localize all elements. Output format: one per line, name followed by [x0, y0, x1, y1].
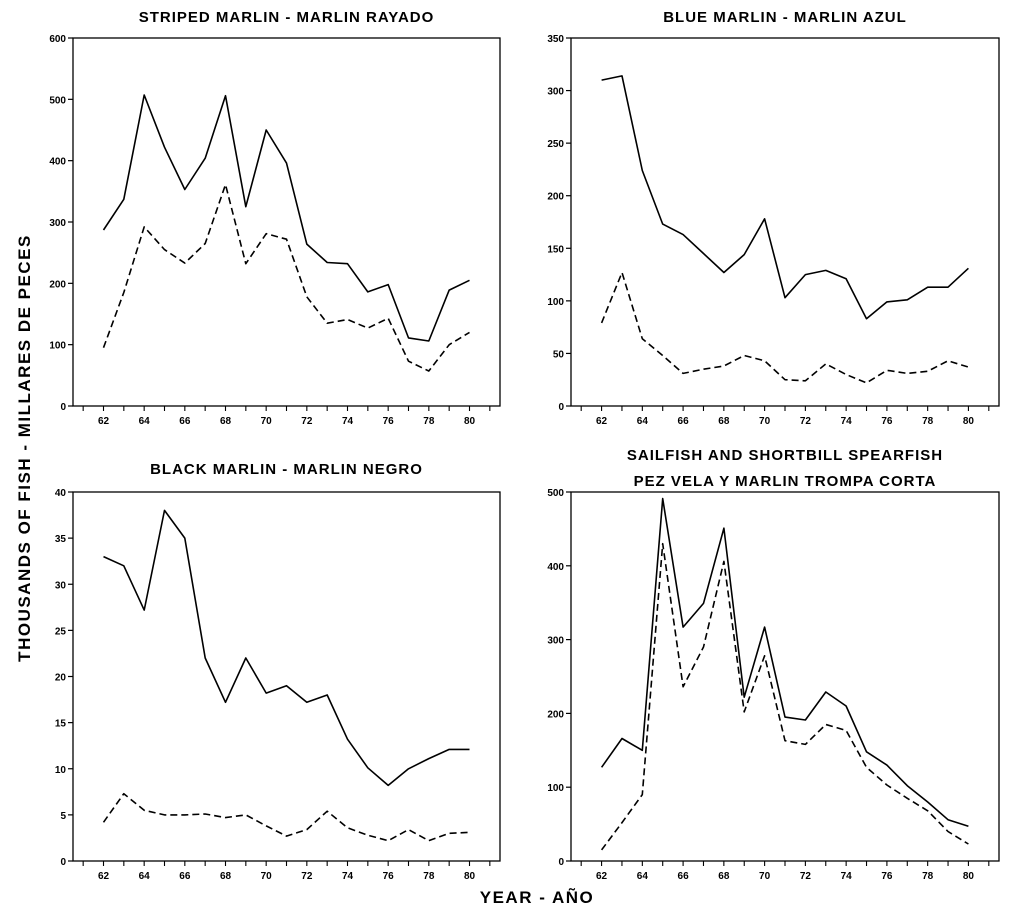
- x-tick-label: 72: [800, 871, 812, 882]
- chart-panel-3: BLACK MARLIN - MARLIN NEGRO 0 5 10 15 20 25 30 3…: [55, 461, 501, 882]
- y-tick-label: 600: [49, 34, 66, 45]
- x-tick-label: 70: [759, 416, 771, 427]
- x-tick-label: 76: [881, 871, 893, 882]
- series-line-solid: [103, 509, 470, 787]
- x-tick-label: 76: [383, 871, 395, 882]
- x-tick-label: 62: [98, 871, 110, 882]
- y-axis-label: THOUSANDS OF FISH - MILLARES DE PECES: [15, 234, 34, 662]
- x-tick-label: 72: [301, 871, 313, 882]
- y-tick-label: 250: [547, 139, 564, 150]
- x-tick-label: 78: [922, 871, 934, 882]
- plot-frame: [72, 491, 501, 862]
- x-tick-label: 76: [881, 416, 893, 427]
- y-tick-label: 500: [49, 95, 66, 106]
- x-tick-label: 68: [718, 871, 730, 882]
- x-tick-label: 64: [637, 416, 649, 427]
- chart-title: BLUE MARLIN - MARLIN AZUL: [663, 9, 907, 26]
- y-tick-label: 200: [49, 279, 66, 290]
- x-tick-label: 70: [261, 416, 273, 427]
- series-line-solid: [600, 497, 969, 828]
- y-tick-label: 30: [55, 580, 67, 591]
- x-tick-label: 62: [596, 416, 608, 427]
- y-tick-label: 100: [547, 783, 564, 794]
- x-tick-label: 80: [464, 871, 476, 882]
- x-tick-label: 66: [678, 416, 690, 427]
- x-tick-label: 76: [383, 416, 395, 427]
- x-tick-label: 64: [139, 871, 151, 882]
- y-tick-label: 400: [49, 157, 66, 168]
- x-tick-label: 80: [963, 416, 975, 427]
- y-tick-label: 40: [55, 488, 67, 499]
- x-tick-label: 70: [261, 871, 273, 882]
- y-tick-label: 0: [60, 402, 66, 413]
- y-tick-label: 0: [60, 857, 66, 868]
- y-tick-label: 25: [55, 626, 67, 637]
- x-tick-label: 66: [179, 871, 191, 882]
- x-tick-label: 80: [464, 416, 476, 427]
- x-tick-label: 64: [139, 416, 151, 427]
- plot-frame: [72, 37, 501, 407]
- x-tick-label: 80: [963, 871, 975, 882]
- y-tick-label: 20: [55, 673, 67, 684]
- x-tick-label: 74: [841, 416, 853, 427]
- x-tick-label: 64: [637, 871, 649, 882]
- y-tick-label: 15: [55, 719, 67, 730]
- x-tick-label: 72: [800, 416, 812, 427]
- series-line-solid: [601, 75, 969, 320]
- series-line-dashed: [102, 183, 470, 372]
- x-tick-label: 74: [841, 871, 853, 882]
- x-axis-label: YEAR - AÑO: [480, 887, 595, 907]
- y-tick-label: 0: [558, 402, 564, 413]
- series-line-dashed: [600, 271, 969, 384]
- y-tick-label: 100: [547, 297, 564, 308]
- x-tick-label: 70: [759, 871, 771, 882]
- y-tick-label: 10: [55, 765, 67, 776]
- x-tick-label: 66: [678, 871, 690, 882]
- chart-title: BLACK MARLIN - MARLIN NEGRO: [150, 461, 423, 478]
- chart-title: SAILFISH AND SHORTBILL SPEARFISH: [627, 447, 943, 464]
- x-tick-label: 62: [98, 416, 110, 427]
- series-line-dashed: [600, 542, 969, 851]
- chart-title: STRIPED MARLIN - MARLIN RAYADO: [139, 9, 435, 26]
- y-tick-label: 500: [547, 488, 564, 499]
- y-tick-label: 200: [547, 709, 564, 720]
- y-tick-label: 400: [547, 562, 564, 573]
- y-tick-label: 350: [547, 34, 564, 45]
- x-tick-label: 74: [342, 871, 354, 882]
- x-tick-label: 68: [220, 871, 232, 882]
- x-tick-label: 78: [423, 871, 435, 882]
- series-line-solid: [102, 94, 470, 342]
- y-tick-label: 50: [553, 349, 565, 360]
- x-tick-label: 68: [718, 416, 730, 427]
- chart-panel-4: SAILFISH AND SHORTBILL SPEARFISH PEZ VELA…: [547, 447, 1000, 882]
- y-tick-label: 5: [60, 811, 66, 822]
- y-tick-label: 150: [547, 244, 564, 255]
- x-tick-label: 74: [342, 416, 354, 427]
- y-tick-label: 0: [558, 857, 564, 868]
- x-tick-label: 68: [220, 416, 232, 427]
- x-tick-label: 66: [179, 416, 191, 427]
- y-tick-label: 300: [547, 87, 564, 98]
- x-tick-label: 62: [596, 871, 608, 882]
- y-tick-label: 300: [49, 218, 66, 229]
- series-line-dashed: [102, 792, 470, 842]
- y-tick-label: 100: [49, 341, 66, 352]
- x-tick-label: 78: [423, 416, 435, 427]
- plot-frame: [570, 37, 1000, 407]
- chart-title: PEZ VELA Y MARLIN TROMPA CORTA: [634, 473, 937, 490]
- y-tick-label: 35: [55, 534, 67, 545]
- x-tick-label: 72: [301, 416, 313, 427]
- chart-panel-1: STRIPED MARLIN - MARLIN RAYADO 0 100 200 300…: [49, 9, 501, 427]
- y-tick-label: 200: [547, 192, 564, 203]
- y-tick-label: 300: [547, 636, 564, 647]
- chart-panel-2: BLUE MARLIN - MARLIN AZUL 0 50 100 150 200 250…: [547, 9, 1000, 427]
- x-tick-label: 78: [922, 416, 934, 427]
